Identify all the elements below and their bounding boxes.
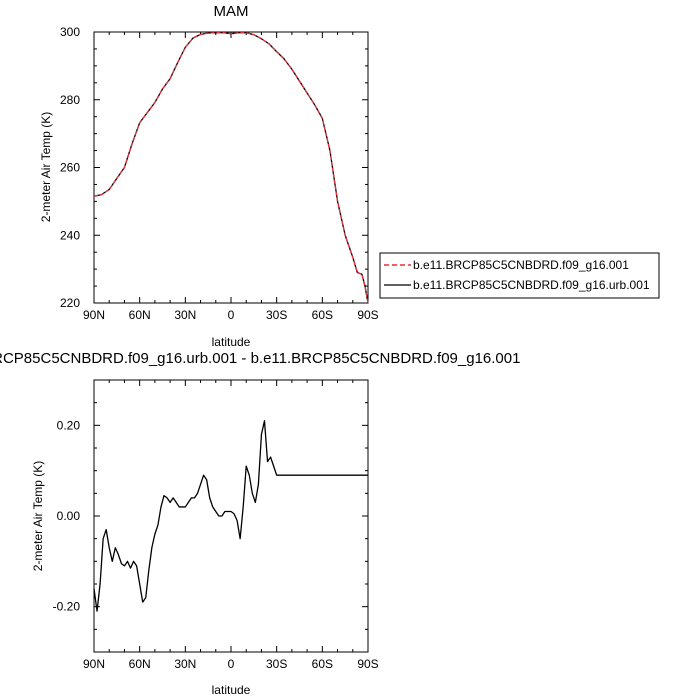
x-tick-label: 60S [312, 657, 333, 671]
x-tick-label: 90N [83, 657, 105, 671]
series-lines [93, 420, 368, 612]
x-axis-label: latitude [212, 335, 251, 349]
x-tick-label: 30S [266, 308, 287, 322]
y-tick-label: -0.20 [53, 600, 81, 614]
y-tick-label: 300 [60, 25, 80, 39]
x-tick-label: 0 [228, 308, 235, 322]
y-tick-label: 260 [60, 161, 80, 175]
legend-box [379, 252, 660, 299]
y-axis-label: 2-meter Air Temp (K) [39, 112, 53, 222]
y-axis-label: 2-meter Air Temp (K) [31, 461, 45, 571]
series-line-2 [93, 32, 369, 304]
legend-label-series-2: b.e11.BRCP85C5CNBDRD.f09_g16.urb.001 [413, 278, 650, 292]
x-tick-label: 90S [357, 657, 378, 671]
legend: b.e11.BRCP85C5CNBDRD.f09_g16.001 b.e11.B… [379, 252, 660, 299]
chart-title: MAM [214, 3, 249, 20]
plot-frame [93, 379, 369, 653]
x-tick-label: 60N [129, 308, 151, 322]
x-tick-label: 30S [266, 657, 287, 671]
x-tick-label: 90S [357, 308, 378, 322]
x-tick-label: 60N [129, 657, 151, 671]
x-tick-label: 30N [174, 308, 196, 322]
series-lines [93, 32, 369, 304]
series-line-1 [93, 32, 369, 304]
y-tick-label: 220 [60, 296, 80, 310]
bottom-panel: b.e11.BRCP85C5CNBDRD.f09_g16.urb.001 - b… [0, 350, 520, 697]
y-tick-label: 0.00 [57, 509, 81, 523]
legend-label-series-1: b.e11.BRCP85C5CNBDRD.f09_g16.001 [413, 258, 629, 272]
x-tick-label: 60S [312, 308, 333, 322]
series-line-1 [93, 420, 368, 612]
x-tick-label: 0 [228, 657, 235, 671]
y-tick-label: 280 [60, 93, 80, 107]
axis-ticks: 90N 60N 30N 0 30S 60S 90S 220 240 260 280 300 [60, 25, 379, 322]
top-panel: MAM 90N 60N 30N 0 30S 60S 90S 220 240 260 280 300 l… [39, 3, 379, 349]
difference-chart-title: b.e11.BRCP85C5CNBDRD.f09_g16.urb.001 - b… [0, 350, 520, 367]
plot-frame [93, 31, 369, 304]
y-tick-label: 240 [60, 228, 80, 242]
axis-ticks: 90N 60N 30N 0 30S 60S 90S -0.20 0.00 0.20 [53, 379, 379, 671]
x-tick-label: 90N [83, 308, 105, 322]
x-axis-label: latitude [212, 683, 251, 697]
y-tick-label: 0.20 [57, 418, 81, 432]
x-tick-label: 30N [174, 657, 196, 671]
